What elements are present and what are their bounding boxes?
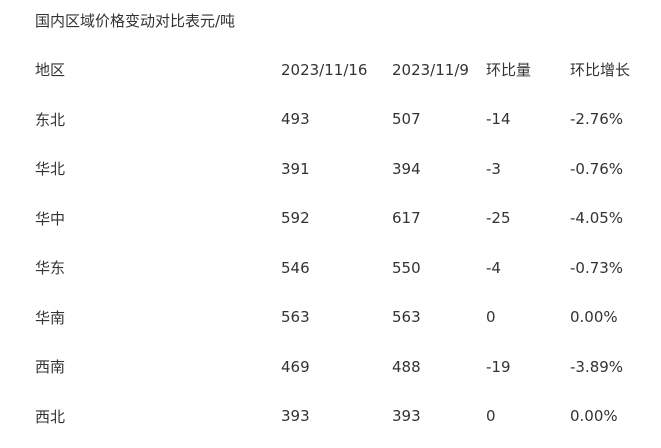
price-previous-cell: 507 bbox=[392, 110, 421, 129]
table-row: 华东 546 550 -4 -0.73% bbox=[0, 243, 661, 293]
price-current-cell: 469 bbox=[281, 357, 310, 376]
region-cell: 东北 bbox=[35, 110, 66, 129]
change-percent-cell: -4.05% bbox=[570, 209, 624, 228]
change-percent-cell: -0.76% bbox=[570, 159, 624, 178]
price-previous-cell: 394 bbox=[392, 159, 421, 178]
change-percent-cell: -2.76% bbox=[570, 110, 624, 129]
column-header-change-pct: 环比增长 bbox=[570, 61, 631, 80]
table-row: 西北 393 393 0 0.00% bbox=[0, 392, 661, 442]
change-percent-cell: -3.89% bbox=[570, 357, 624, 376]
price-previous-cell: 563 bbox=[392, 308, 421, 327]
column-header-date-current: 2023/11/16 bbox=[281, 60, 368, 79]
page-title: 国内区域价格变动对比表元/吨 bbox=[35, 12, 236, 30]
region-cell: 华南 bbox=[35, 308, 66, 327]
price-current-cell: 391 bbox=[281, 159, 310, 178]
change-amount-cell: -25 bbox=[486, 209, 511, 228]
table-header-row: 地区 2023/11/16 2023/11/9 环比量 环比增长 bbox=[0, 45, 661, 95]
table-row: 西南 469 488 -19 -3.89% bbox=[0, 342, 661, 392]
change-amount-cell: -4 bbox=[486, 258, 501, 277]
change-amount-cell: 0 bbox=[486, 308, 496, 327]
table-row: 华中 592 617 -25 -4.05% bbox=[0, 194, 661, 244]
region-cell: 西北 bbox=[35, 407, 66, 426]
region-cell: 华北 bbox=[35, 160, 66, 179]
price-current-cell: 592 bbox=[281, 209, 310, 228]
region-cell: 西南 bbox=[35, 358, 66, 377]
price-current-cell: 493 bbox=[281, 110, 310, 129]
price-current-cell: 546 bbox=[281, 258, 310, 277]
price-current-cell: 563 bbox=[281, 308, 310, 327]
price-previous-cell: 393 bbox=[392, 407, 421, 426]
change-amount-cell: -14 bbox=[486, 110, 511, 129]
change-percent-cell: -0.73% bbox=[570, 258, 624, 277]
column-header-region: 地区 bbox=[35, 61, 66, 80]
table-row: 华北 391 394 -3 -0.76% bbox=[0, 144, 661, 194]
change-percent-cell: 0.00% bbox=[570, 308, 618, 327]
table-row: 华南 563 563 0 0.00% bbox=[0, 293, 661, 343]
price-table: 地区 2023/11/16 2023/11/9 环比量 环比增长 东北 493 … bbox=[0, 45, 661, 441]
column-header-date-previous: 2023/11/9 bbox=[392, 60, 469, 79]
table-row: 东北 493 507 -14 -2.76% bbox=[0, 95, 661, 145]
change-amount-cell: -19 bbox=[486, 357, 511, 376]
change-amount-cell: 0 bbox=[486, 407, 496, 426]
change-percent-cell: 0.00% bbox=[570, 407, 618, 426]
change-amount-cell: -3 bbox=[486, 159, 501, 178]
column-header-change-amount: 环比量 bbox=[486, 61, 532, 80]
region-cell: 华中 bbox=[35, 209, 66, 228]
price-current-cell: 393 bbox=[281, 407, 310, 426]
price-previous-cell: 550 bbox=[392, 258, 421, 277]
price-previous-cell: 617 bbox=[392, 209, 421, 228]
price-previous-cell: 488 bbox=[392, 357, 421, 376]
region-cell: 华东 bbox=[35, 259, 66, 278]
